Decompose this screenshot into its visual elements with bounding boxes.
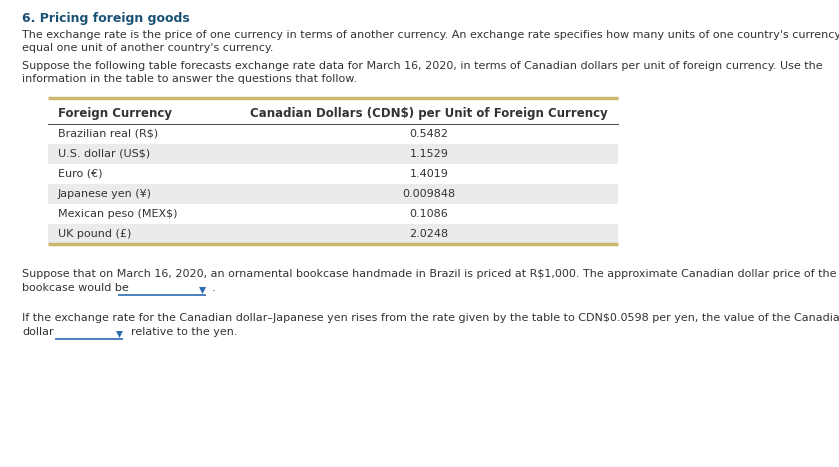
Text: 6. Pricing foreign goods: 6. Pricing foreign goods	[22, 12, 190, 25]
Text: Canadian Dollars (CDN$) per Unit of Foreign Currency: Canadian Dollars (CDN$) per Unit of Fore…	[250, 106, 608, 120]
Bar	[48, 144, 618, 164]
Text: Brazilian real (R$): Brazilian real (R$)	[58, 129, 158, 139]
Text: .: .	[212, 283, 216, 293]
Bar	[48, 184, 618, 204]
Text: dollar: dollar	[22, 327, 54, 337]
Text: Euro (€): Euro (€)	[58, 169, 102, 179]
Text: U.S. dollar (US$): U.S. dollar (US$)	[58, 149, 150, 159]
Text: equal one unit of another country's currency.: equal one unit of another country's curr…	[22, 43, 274, 53]
Text: 2.0248: 2.0248	[409, 229, 449, 239]
Text: 0.1086: 0.1086	[409, 209, 448, 219]
Text: relative to the yen.: relative to the yen.	[131, 327, 237, 337]
Text: bookcase would be: bookcase would be	[22, 283, 128, 293]
Text: information in the table to answer the questions that follow.: information in the table to answer the q…	[22, 74, 357, 84]
Text: Suppose that on March 16, 2020, an ornamental bookcase handmade in Brazil is pri: Suppose that on March 16, 2020, an ornam…	[22, 269, 836, 279]
Point	[195, 286, 209, 294]
Text: Japanese yen (¥): Japanese yen (¥)	[58, 189, 152, 199]
Text: 1.4019: 1.4019	[409, 169, 448, 179]
Text: Suppose the following table forecasts exchange rate data for March 16, 2020, in : Suppose the following table forecasts ex…	[22, 61, 822, 71]
Text: Foreign Currency: Foreign Currency	[58, 106, 172, 120]
Text: 1.1529: 1.1529	[409, 149, 448, 159]
Text: 0.009848: 0.009848	[403, 189, 456, 199]
Text: 0.5482: 0.5482	[409, 129, 449, 139]
Text: UK pound (£): UK pound (£)	[58, 229, 132, 239]
Point	[112, 330, 126, 338]
Text: The exchange rate is the price of one currency in terms of another currency. An : The exchange rate is the price of one cu…	[22, 30, 839, 40]
Bar	[48, 224, 618, 244]
Text: Mexican peso (MEX$): Mexican peso (MEX$)	[58, 209, 178, 219]
Text: If the exchange rate for the Canadian dollar–Japanese yen rises from the rate gi: If the exchange rate for the Canadian do…	[22, 313, 839, 323]
